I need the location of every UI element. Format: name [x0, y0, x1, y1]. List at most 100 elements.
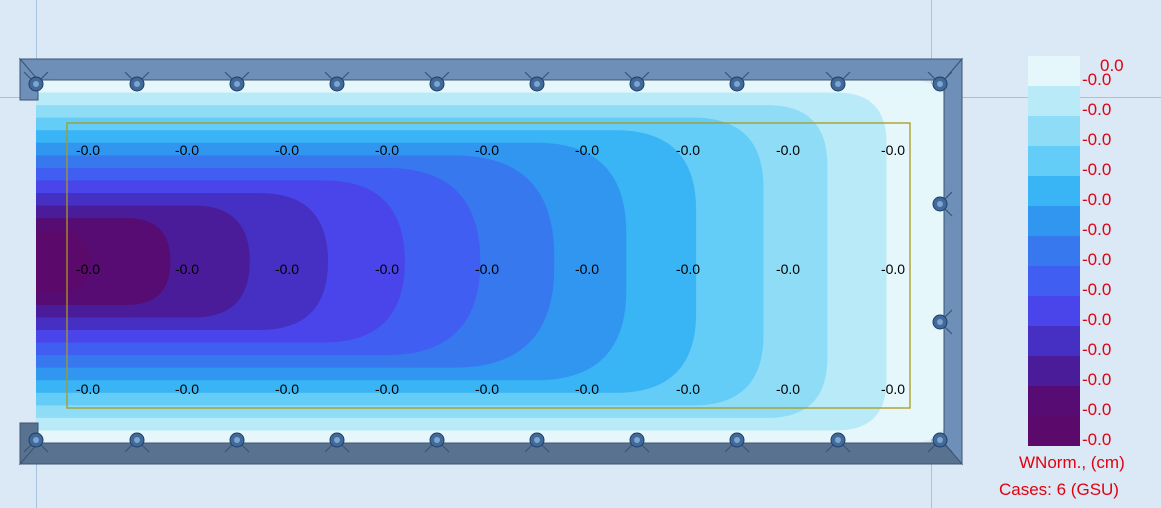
legend-swatch	[1028, 146, 1080, 176]
support-node-icon[interactable]	[724, 432, 750, 453]
node-value-label: -0.0	[174, 142, 200, 158]
legend-value: -0.0	[1082, 370, 1112, 389]
node-value-label: -0.0	[775, 381, 801, 397]
legend-cases-label[interactable]: Cases: 6 (GSU)	[999, 480, 1119, 499]
legend-swatch	[1028, 266, 1080, 296]
legend-swatch	[1028, 386, 1080, 416]
legend-swatch	[1028, 176, 1080, 206]
node-value-label: -0.0	[174, 261, 200, 277]
support-node-icon[interactable]	[927, 71, 953, 92]
node-value-label: -0.0	[474, 261, 500, 277]
legend-swatch	[1028, 296, 1080, 326]
legend-row: -0.0	[1024, 56, 1161, 89]
node-value-label: -0.0	[880, 261, 906, 277]
node-value-label: -0.0	[474, 381, 500, 397]
legend-row: -0.0	[1024, 356, 1161, 389]
top-wall	[18, 58, 964, 81]
legend-value: -0.0	[1082, 190, 1112, 209]
support-node-icon[interactable]	[424, 432, 450, 453]
node-value-label: -0.0	[574, 381, 600, 397]
node-value-label: -0.0	[574, 142, 600, 158]
legend-swatch	[1028, 326, 1080, 356]
support-node-icon[interactable]	[927, 432, 953, 453]
node-value-label: -0.0	[75, 261, 101, 277]
legend-value: -0.0	[1082, 70, 1112, 89]
node-value-label: -0.0	[474, 142, 500, 158]
legend-row: -0.0	[1024, 206, 1161, 239]
support-node-icon[interactable]	[124, 71, 150, 92]
legend-value: -0.0	[1082, 340, 1112, 359]
support-node-icon[interactable]	[23, 432, 49, 453]
legend-swatch	[1028, 206, 1080, 236]
legend-swatch	[1028, 356, 1080, 386]
legend-swatch	[1028, 86, 1080, 116]
support-node-icon[interactable]	[524, 71, 550, 92]
node-value-label: -0.0	[880, 381, 906, 397]
legend-row: -0.0	[1024, 296, 1161, 329]
node-value-label: -0.0	[174, 381, 200, 397]
legend-row: -0.0	[1024, 116, 1161, 149]
support-node-icon[interactable]	[224, 71, 250, 92]
legend-value: -0.0	[1082, 250, 1112, 269]
support-node-icon[interactable]	[424, 71, 450, 92]
node-value-label: -0.0	[675, 381, 701, 397]
legend-row: -0.0	[1024, 236, 1161, 269]
legend-swatch	[1028, 236, 1080, 266]
support-node-icon[interactable]	[724, 71, 750, 92]
legend-value: -0.0	[1082, 280, 1112, 299]
support-node-icon[interactable]	[932, 309, 953, 335]
support-node-icon[interactable]	[324, 71, 350, 92]
legend-row: -0.0	[1024, 326, 1161, 359]
contour-band	[36, 230, 90, 293]
support-node-icon[interactable]	[124, 432, 150, 453]
deflection-contours	[36, 80, 950, 443]
bottom-wall	[18, 442, 964, 465]
legend-value: -0.0	[1082, 100, 1112, 119]
support-node-icon[interactable]	[23, 71, 49, 92]
support-node-icon[interactable]	[825, 432, 851, 453]
support-node-icon[interactable]	[224, 432, 250, 453]
legend-value: -0.0	[1082, 430, 1112, 449]
node-value-label: -0.0	[274, 381, 300, 397]
node-value-label: -0.0	[374, 142, 400, 158]
node-value-label: -0.0	[574, 261, 600, 277]
support-node-icon[interactable]	[524, 432, 550, 453]
legend-value: -0.0	[1082, 160, 1112, 179]
support-node-icon[interactable]	[624, 432, 650, 453]
node-value-label: -0.0	[880, 142, 906, 158]
legend-value: -0.0	[1082, 130, 1112, 149]
legend-swatch	[1028, 56, 1080, 86]
legend-swatch	[1028, 116, 1080, 146]
node-value-label: -0.0	[675, 261, 701, 277]
mesh-outline	[66, 122, 911, 409]
legend-top-value: 0.0	[1100, 56, 1124, 75]
node-value-label: -0.0	[775, 142, 801, 158]
legend-row: -0.0	[1024, 146, 1161, 179]
support-node-icon[interactable]	[624, 71, 650, 92]
node-value-label: -0.0	[75, 142, 101, 158]
node-value-label: -0.0	[775, 261, 801, 277]
legend-row: -0.0	[1024, 176, 1161, 209]
node-value-label: -0.0	[274, 261, 300, 277]
node-value-label: -0.0	[75, 381, 101, 397]
support-node-icon[interactable]	[932, 191, 953, 217]
node-value-label: -0.0	[374, 261, 400, 277]
node-value-label: -0.0	[374, 381, 400, 397]
legend-row: -0.0	[1024, 266, 1161, 299]
legend-row: -0.0	[1024, 86, 1161, 119]
legend-unit-label: WNorm., (cm)	[1019, 453, 1125, 472]
support-nodes	[23, 71, 953, 453]
legend-row: -0.0	[1024, 386, 1161, 419]
support-node-icon[interactable]	[324, 432, 350, 453]
legend-swatch	[1028, 416, 1080, 446]
right-wall	[943, 57, 963, 466]
support-node-icon[interactable]	[825, 71, 851, 92]
legend-value: -0.0	[1082, 400, 1112, 419]
legend-value: -0.0	[1082, 310, 1112, 329]
legend-row: -0.0	[1024, 416, 1161, 449]
legend-value: -0.0	[1082, 220, 1112, 239]
node-value-label: -0.0	[675, 142, 701, 158]
node-value-label: -0.0	[274, 142, 300, 158]
